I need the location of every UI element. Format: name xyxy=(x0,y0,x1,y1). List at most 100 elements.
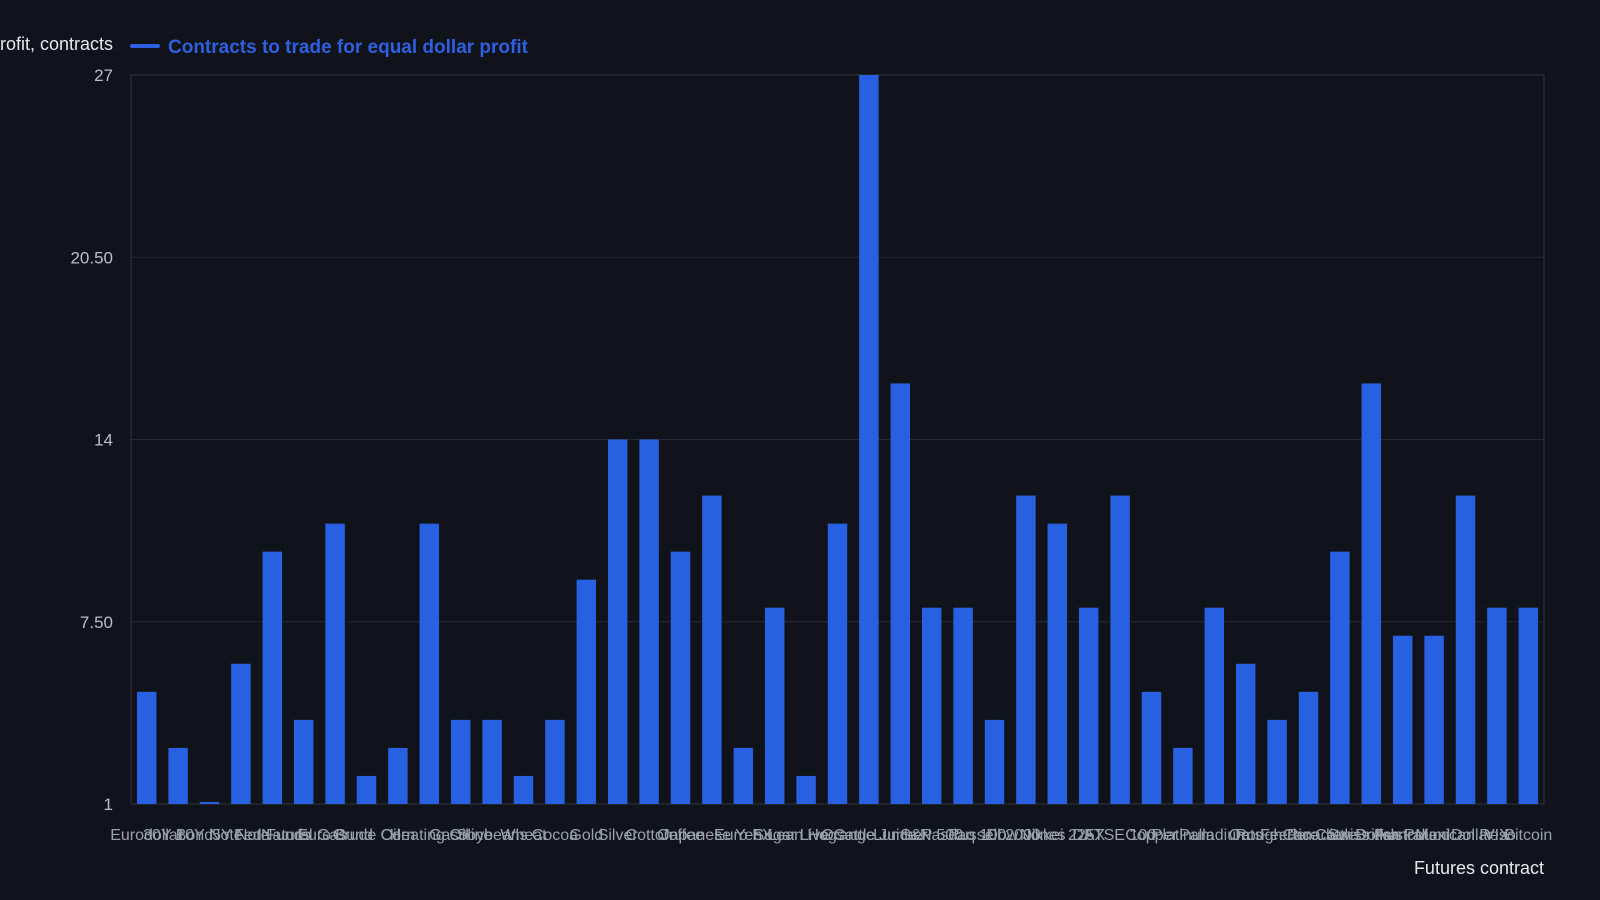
x-tick-label: Bitcoin xyxy=(1504,827,1552,844)
bar[interactable] xyxy=(1204,607,1225,804)
bar[interactable] xyxy=(1424,635,1444,804)
x-tick-label: Cocoa xyxy=(532,827,578,844)
x-tick-label: Eurodollar xyxy=(110,827,184,844)
x-tick-label: Corn xyxy=(381,827,416,844)
bar[interactable] xyxy=(639,439,659,805)
bar[interactable] xyxy=(231,663,251,804)
bar[interactable] xyxy=(1235,663,1256,804)
bar[interactable] xyxy=(1298,691,1319,804)
x-tick-label: Crude Oil xyxy=(333,827,401,844)
x-tick-label: Euro FX xyxy=(714,827,773,844)
bar[interactable] xyxy=(1173,747,1193,804)
x-tick-label: Feeder Cattle xyxy=(1260,827,1357,844)
bar[interactable] xyxy=(1330,551,1350,804)
x-axis-title: Futures contract xyxy=(1414,858,1544,878)
bar[interactable] xyxy=(921,607,942,804)
x-tick-label: Oats xyxy=(1229,827,1263,844)
bar[interactable] xyxy=(953,607,973,804)
bar[interactable] xyxy=(576,579,597,804)
y-tick-label: 14 xyxy=(94,431,113,450)
bar[interactable] xyxy=(513,775,534,804)
y-axis-title: Equal dollar profit, contracts xyxy=(0,34,113,54)
bar[interactable] xyxy=(827,523,848,804)
bar[interactable] xyxy=(262,551,283,804)
bar[interactable] xyxy=(1455,495,1476,804)
x-tick-label: FTSE 100 xyxy=(1084,827,1156,844)
x-tick-label: Natural Gas xyxy=(261,827,346,844)
x-tick-label: 5Y Note xyxy=(212,827,270,844)
x-tick-label: Sugar xyxy=(753,827,796,844)
x-tick-label: S&P 500 xyxy=(900,827,963,844)
bar[interactable] xyxy=(168,747,188,804)
x-tick-label: Cotton xyxy=(626,827,673,844)
x-tick-label: Silver xyxy=(598,827,639,844)
legend-label: Contracts to trade for equal dollar prof… xyxy=(168,37,529,58)
x-tick-label: Swiss Franc xyxy=(1328,827,1415,844)
bar[interactable] xyxy=(545,719,565,804)
bar[interactable] xyxy=(859,75,879,804)
x-tick-label: Platinum xyxy=(1152,827,1214,844)
bar[interactable] xyxy=(733,747,754,804)
x-tick-label: 30Y Bond xyxy=(143,827,213,844)
x-tick-label: Japanese Yen xyxy=(662,827,763,844)
x-tick-label: Heating Oil xyxy=(390,827,469,844)
x-tick-label: Mexican Peso xyxy=(1415,827,1516,844)
bar[interactable] xyxy=(450,719,471,804)
bar[interactable] xyxy=(293,719,314,804)
bar[interactable] xyxy=(1361,383,1382,804)
legend[interactable]: Contracts to trade for equal dollar prof… xyxy=(130,37,529,58)
bar[interactable] xyxy=(796,775,816,804)
x-tick-label: Australian Dollar xyxy=(1375,827,1493,844)
bar[interactable] xyxy=(356,775,377,804)
bar[interactable] xyxy=(984,719,1005,804)
x-tick-label: Fed Funds xyxy=(234,827,310,844)
x-tick-label: Gasoline xyxy=(429,827,492,844)
bar[interactable] xyxy=(1016,495,1036,804)
bar[interactable] xyxy=(1110,495,1130,804)
bar[interactable] xyxy=(670,551,691,804)
bar[interactable] xyxy=(419,523,440,804)
bar[interactable] xyxy=(890,383,911,804)
bar[interactable] xyxy=(702,495,722,804)
bar[interactable] xyxy=(1392,635,1413,804)
x-tick-label: VIX xyxy=(1484,827,1510,844)
x-tick-label: Canadian Dollar xyxy=(1283,827,1398,844)
bar[interactable] xyxy=(1487,607,1507,804)
x-tick-label: Lumber xyxy=(873,827,928,844)
bar[interactable] xyxy=(1047,523,1068,804)
x-tick-label: Copper xyxy=(1125,827,1178,844)
bars xyxy=(136,75,1539,805)
x-tick-label: Orange Juice xyxy=(821,827,916,844)
x-tick-label: Palladium xyxy=(1179,827,1249,844)
bar[interactable] xyxy=(388,747,408,804)
bar[interactable] xyxy=(482,719,502,804)
x-tick-label: 10Y Note xyxy=(176,827,243,844)
bar[interactable] xyxy=(325,523,345,804)
x-tick-label: Euro Bund xyxy=(297,827,373,844)
bar[interactable] xyxy=(764,607,785,804)
bar[interactable] xyxy=(199,802,220,804)
y-tick-label: 20.50 xyxy=(70,248,113,267)
bar[interactable] xyxy=(1267,719,1287,804)
bar[interactable] xyxy=(136,691,157,804)
y-tick-label: 1 xyxy=(104,795,113,814)
y-tick-label: 27 xyxy=(94,66,113,85)
bar[interactable] xyxy=(1518,607,1539,804)
y-tick-labels: 1 7.50 14 20.50 27 xyxy=(70,66,113,814)
bar[interactable] xyxy=(607,439,628,805)
bar[interactable] xyxy=(1078,607,1099,804)
x-tick-label: Nasdaq 100 xyxy=(920,827,1006,844)
x-tick-label: Russell 2000 xyxy=(948,827,1041,844)
x-tick-label: Gold xyxy=(569,827,603,844)
x-tick-label: Live Cattle xyxy=(800,827,876,844)
x-tick-label: Coffee xyxy=(657,827,704,844)
x-tick-label: Wheat xyxy=(500,827,547,844)
x-tick-label: British Pound xyxy=(1355,827,1450,844)
x-tick-label: Nikkei 225 xyxy=(1020,827,1095,844)
x-tick-label: Lean Hogs xyxy=(767,827,844,844)
bar[interactable] xyxy=(1141,691,1162,804)
x-tick-label: Soybeans xyxy=(457,827,528,844)
